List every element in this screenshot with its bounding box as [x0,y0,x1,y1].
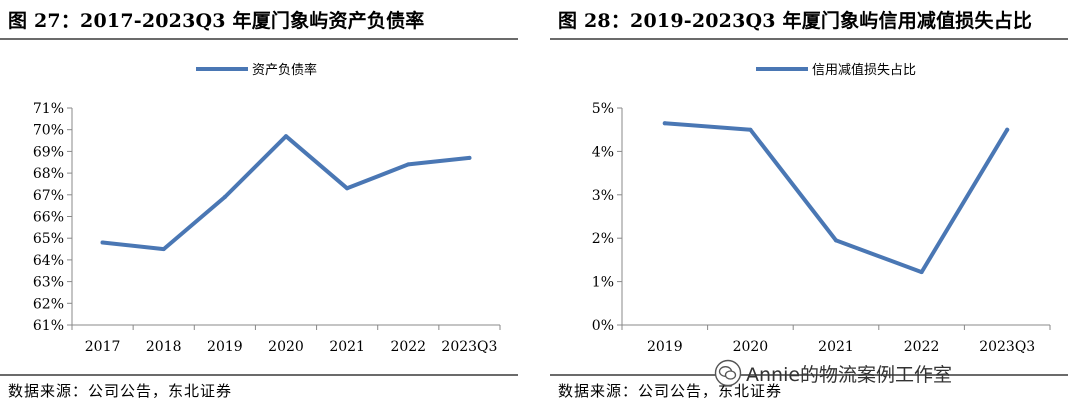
x-tick-label: 2020 [268,339,304,355]
x-tick-label: 2018 [146,339,182,355]
data-point [1005,127,1010,132]
data-point [662,121,667,126]
data-point [222,194,227,199]
y-tick-label: 0% [592,318,614,334]
y-tick-label: 68% [33,166,64,182]
source-rule [550,374,1068,376]
data-point [748,127,753,132]
x-tick-label: 2022 [390,339,426,355]
x-tick-label: 2020 [733,339,769,355]
series-line [100,134,472,252]
data-point [100,240,105,245]
x-tick-label: 2017 [85,339,121,355]
y-tick-label: 1% [592,275,614,291]
x-tick-label: 2021 [329,339,365,355]
wechat-icon [714,359,742,387]
x-tick-label: 2019 [207,339,243,355]
y-tick-label: 2% [592,231,614,247]
debt-ratio-line-chart: 资产负债率 61% 62% 63% 64% 65% 66% 67% 68% 69% 70% 71% 20… [33,62,501,355]
y-tick-label: 63% [33,275,64,291]
watermark-text: Annie的物流案例工作室 [746,363,953,386]
source-rule [0,374,518,376]
y-tick-label: 66% [33,210,64,226]
chart-panel-debt-ratio: 图 27：2017-2023Q3 年厦门象屿资产负债率 资产负债率 61% 62% 6… [0,0,530,417]
legend: 资产负债率 [196,62,317,78]
y-tick-label: 71% [33,101,64,117]
source-note: 数据来源：公司公告，东北证券 [558,382,783,400]
y-tick-label: 61% [33,318,64,334]
legend-label: 信用减值损失占比 [812,62,916,78]
title-rule [0,38,518,40]
y-tick-label: 65% [33,231,64,247]
data-point [467,155,472,160]
y-tick-label: 69% [33,144,64,160]
y-tick-label: 5% [592,101,614,117]
y-tick-label: 64% [33,253,64,269]
title-rule [550,38,1068,40]
credit-loss-line-chart: 信用减值损失占比 0% 1% 2% 3% 4% 5% 2019 2020 2021 2022 2023… [592,62,1051,355]
series-line [662,121,1010,275]
x-tick-label: 2023Q3 [979,339,1035,355]
chart-panel-credit-loss: 图 28：2019-2023Q3 年厦门象屿信用减值损失占比 信用减值损失占比 0… [550,0,1080,417]
legend-label: 资产负债率 [252,62,317,78]
data-point [284,134,288,139]
figure-title: 图 28：2019-2023Q3 年厦门象屿信用减值损失占比 [558,10,1033,32]
x-tick-label: 2021 [818,339,854,355]
y-tick-label: 67% [33,188,64,204]
y-tick-label: 3% [592,188,614,204]
legend: 信用减值损失占比 [756,62,916,78]
watermark: Annie的物流案例工作室 [714,357,952,389]
data-point [161,247,166,252]
y-tick-label: 70% [33,123,64,139]
y-tick-label: 4% [592,144,614,160]
data-point [834,238,838,243]
data-point [345,186,350,191]
data-point [406,162,411,167]
figure-title: 图 27：2017-2023Q3 年厦门象屿资产负债率 [8,10,425,32]
data-point [919,270,924,275]
source-note: 数据来源：公司公告，东北证券 [8,382,233,400]
x-tick-label: 2023Q3 [441,339,497,355]
x-tick-label: 2019 [647,339,683,355]
y-tick-label: 62% [33,296,64,312]
x-tick-label: 2022 [904,339,940,355]
